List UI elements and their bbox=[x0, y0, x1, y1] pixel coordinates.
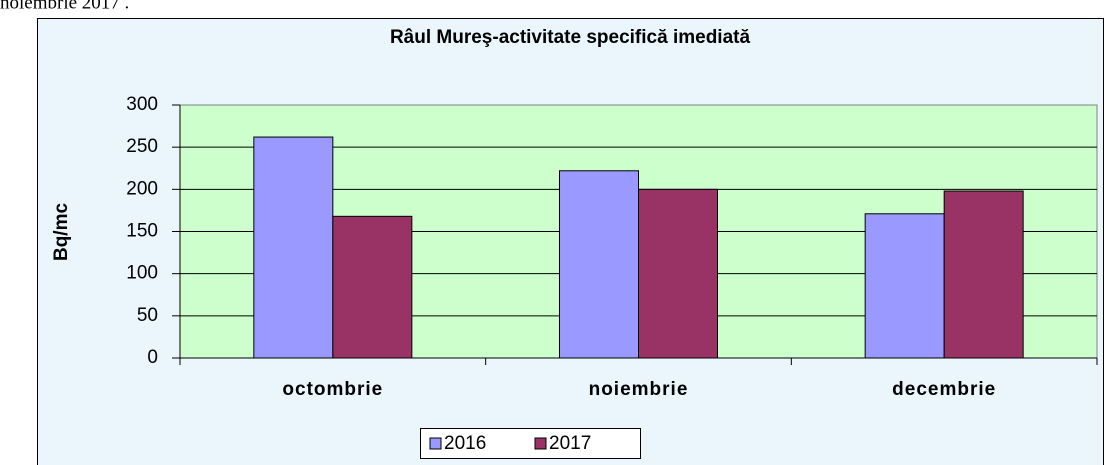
y-tick-label: 0 bbox=[147, 347, 158, 368]
legend-label: 2016 bbox=[444, 433, 486, 454]
x-tick-label: octombrie bbox=[282, 379, 383, 400]
bar bbox=[332, 215, 413, 359]
y-tick-label: 250 bbox=[126, 136, 158, 157]
bar bbox=[864, 213, 945, 359]
y-tick-label: 100 bbox=[126, 263, 158, 284]
bar bbox=[943, 190, 1024, 359]
y-tick-label: 150 bbox=[126, 221, 158, 242]
legend-swatch bbox=[429, 437, 442, 450]
legend-label: 2017 bbox=[549, 433, 591, 454]
y-axis-label: Bq/mc bbox=[51, 203, 72, 262]
x-tick-label: decembrie bbox=[892, 379, 996, 400]
legend-box bbox=[420, 428, 641, 459]
legend-swatch bbox=[534, 437, 547, 450]
bar bbox=[253, 136, 334, 359]
y-tick-label: 200 bbox=[126, 178, 158, 199]
x-tick-label: noiembrie bbox=[589, 379, 689, 400]
bar bbox=[559, 170, 639, 359]
bar bbox=[638, 188, 718, 359]
header-text: noiembrie 2017 . bbox=[0, 0, 129, 13]
y-tick-label: 50 bbox=[137, 305, 158, 326]
y-tick-label: 300 bbox=[126, 94, 158, 115]
chart-title: Râul Mureş-activitate specifică imediată bbox=[390, 27, 751, 48]
